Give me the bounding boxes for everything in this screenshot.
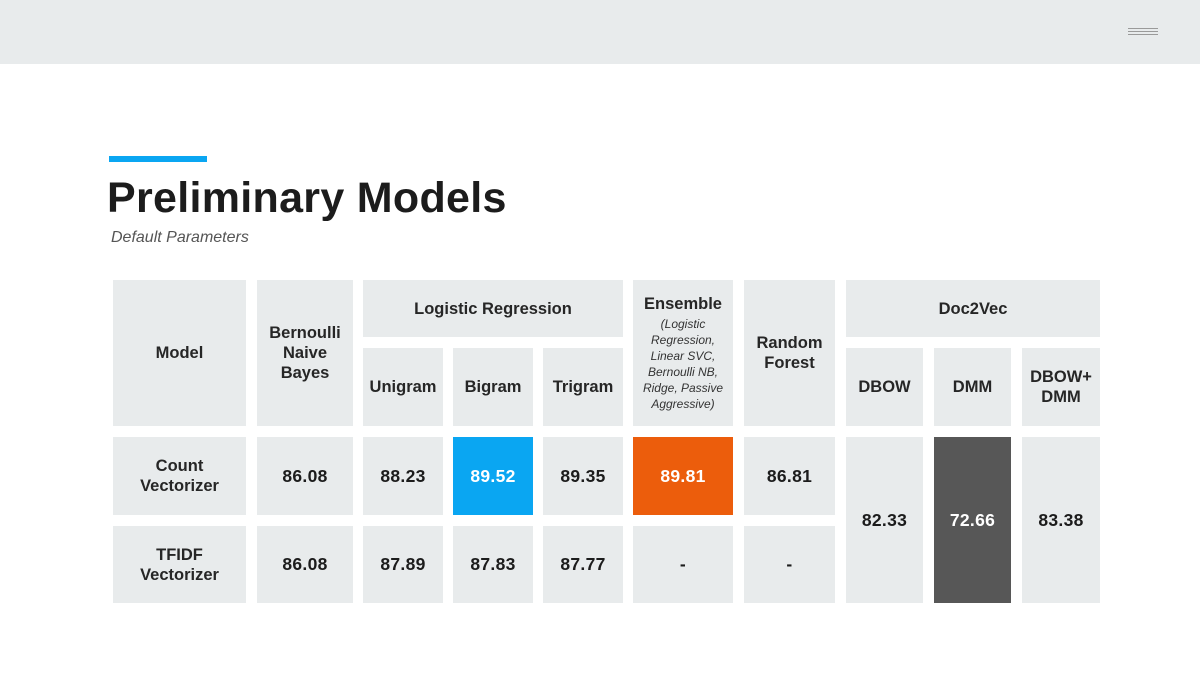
page-subtitle: Default Parameters [111,229,249,246]
cell-tfidf-trigram: 87.77 [543,526,623,603]
cell-tfidf-unigram: 87.89 [363,526,443,603]
header-model: Model [113,280,246,426]
header-dbow: DBOW [846,348,923,426]
cell-value: 87.89 [380,554,426,574]
header-bigram-label: Bigram [464,378,522,396]
cell-value: 86.08 [282,465,328,486]
cell-value: 86.08 [282,554,328,574]
header-ensemble: Ensemble (Logistic Regression, Linear SV… [633,280,733,426]
cell-count-bernoulli: 86.08 [257,437,353,515]
header-dbow-dmm: DBOW+ DMM [1022,348,1100,426]
cell-count-trigram: 89.35 [543,437,623,515]
cell-count-random-forest: 86.81 [744,437,835,515]
header-bigram: Bigram [453,348,533,426]
header-trigram-label: Trigram [552,378,614,396]
cell-tfidf-random-forest: - [744,526,835,603]
cell-count-bigram: 89.52 [453,437,533,515]
cell-value: 83.38 [1038,509,1084,530]
header-doc2vec: Doc2Vec [846,280,1100,337]
cell-value: 87.77 [560,554,606,574]
cell-doc2vec-dbow-dmm: 83.38 [1022,437,1100,603]
cell-value: - [786,554,793,574]
header-unigram: Unigram [363,348,443,426]
cell-count-ensemble: 89.81 [633,437,733,515]
header-bernoulli: Bernoulli Naive Bayes [257,280,353,426]
cell-count-unigram: 88.23 [363,437,443,515]
cell-value: 89.35 [560,465,606,486]
cell-doc2vec-dbow: 82.33 [846,437,923,603]
title-accent-bar [109,156,207,162]
header-trigram: Trigram [543,348,623,426]
cell-value: 89.81 [660,465,706,486]
row-tfidf-vectorizer-label: TFIDF Vectorizer [113,526,246,603]
header-doc2vec-label: Doc2Vec [938,299,1008,318]
header-ensemble-label: Ensemble [644,295,722,313]
cell-tfidf-bernoulli: 86.08 [257,526,353,603]
cell-value: 88.23 [380,465,426,486]
row-label: TFIDF Vectorizer [140,545,219,584]
cell-value: 87.83 [470,554,516,574]
cell-doc2vec-dmm: 72.66 [934,437,1011,603]
header-ensemble-note: (Logistic Regression, Linear SVC, Bernou… [642,317,724,411]
page-title: Preliminary Models [107,174,507,222]
header-dbow-label: DBOW [858,378,911,396]
row-label: Count Vectorizer [140,457,219,495]
header-logistic-regression-label: Logistic Regression [414,299,572,318]
header-dmm: DMM [934,348,1011,426]
header-logistic-regression: Logistic Regression [363,280,623,337]
top-bar [0,0,1200,64]
header-dbow-dmm-label: DBOW+ DMM [1030,368,1092,406]
cell-value: - [679,554,687,574]
row-count-vectorizer-label: Count Vectorizer [113,437,246,515]
header-random-forest-label: Random Forest [756,334,823,372]
cell-value: 89.52 [470,465,516,486]
hamburger-menu-icon[interactable] [1128,28,1158,38]
cell-value: 72.66 [949,509,996,530]
header-bernoulli-label: Bernoulli Naive Bayes [269,324,341,382]
cell-value: 86.81 [766,465,813,486]
header-model-label: Model [155,344,204,362]
cell-tfidf-ensemble: - [633,526,733,603]
header-random-forest: Random Forest [744,280,835,426]
header-unigram-label: Unigram [369,378,437,396]
cell-tfidf-bigram: 87.83 [453,526,533,603]
cell-value: 82.33 [861,509,908,530]
header-dmm-label: DMM [952,378,993,396]
